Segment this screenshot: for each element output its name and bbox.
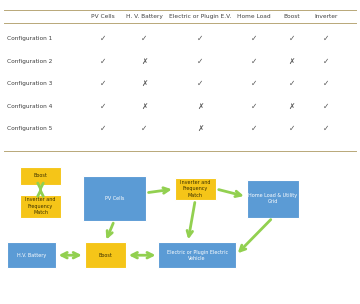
Text: H. V. Battery: H. V. Battery xyxy=(126,14,162,19)
Text: ✓: ✓ xyxy=(323,79,329,88)
Text: Electric or Plugin E.V.: Electric or Plugin E.V. xyxy=(169,14,231,19)
Text: ✓: ✓ xyxy=(197,79,203,88)
Text: Configuration 2: Configuration 2 xyxy=(7,59,53,64)
Bar xyxy=(85,242,126,268)
Text: ✓: ✓ xyxy=(323,124,329,133)
Text: ✓: ✓ xyxy=(251,79,257,88)
Text: ✗: ✗ xyxy=(288,57,295,66)
Text: ✓: ✓ xyxy=(99,79,106,88)
Text: ✗: ✗ xyxy=(141,102,147,111)
Text: Boost: Boost xyxy=(98,253,112,258)
Bar xyxy=(20,195,61,218)
Text: ✓: ✓ xyxy=(323,57,329,66)
Text: ✓: ✓ xyxy=(251,34,257,43)
Text: Electric or Plugin Electric
Vehicle: Electric or Plugin Electric Vehicle xyxy=(167,250,228,261)
Text: Inverter and
Frequency
Match: Inverter and Frequency Match xyxy=(25,197,56,215)
Text: PV Cells: PV Cells xyxy=(105,196,124,201)
Text: ✗: ✗ xyxy=(197,102,203,111)
Text: ✓: ✓ xyxy=(141,34,147,43)
Text: ✓: ✓ xyxy=(99,34,106,43)
Text: ✗: ✗ xyxy=(141,79,147,88)
Text: ✗: ✗ xyxy=(197,124,203,133)
Bar xyxy=(175,178,216,200)
Text: H.V. Battery: H.V. Battery xyxy=(17,253,46,258)
Text: ✓: ✓ xyxy=(141,124,147,133)
Text: Configuration 4: Configuration 4 xyxy=(7,104,53,109)
Bar xyxy=(7,242,56,268)
Bar xyxy=(83,176,146,221)
Text: ✓: ✓ xyxy=(99,124,106,133)
Text: Boost: Boost xyxy=(33,173,48,178)
Text: Configuration 1: Configuration 1 xyxy=(7,36,53,41)
Text: ✓: ✓ xyxy=(323,102,329,111)
Text: Home Load & Utility
Grid: Home Load & Utility Grid xyxy=(248,193,297,204)
Text: ✓: ✓ xyxy=(251,57,257,66)
Text: ✓: ✓ xyxy=(251,124,257,133)
Text: ✓: ✓ xyxy=(99,57,106,66)
Bar xyxy=(20,167,61,185)
Text: ✓: ✓ xyxy=(251,102,257,111)
Text: PV Cells: PV Cells xyxy=(91,14,114,19)
Text: Inverter and
Frequency
Match: Inverter and Frequency Match xyxy=(180,180,211,198)
Text: Boost: Boost xyxy=(283,14,300,19)
Text: ✓: ✓ xyxy=(99,102,106,111)
Text: Configuration 3: Configuration 3 xyxy=(7,81,53,86)
Text: ✓: ✓ xyxy=(197,57,203,66)
Text: Configuration 5: Configuration 5 xyxy=(7,126,53,131)
Text: Home Load: Home Load xyxy=(237,14,271,19)
Text: ✗: ✗ xyxy=(288,102,295,111)
Text: ✓: ✓ xyxy=(197,34,203,43)
Text: ✓: ✓ xyxy=(288,124,295,133)
Bar xyxy=(247,180,299,218)
Bar xyxy=(158,242,236,268)
Text: ✓: ✓ xyxy=(323,34,329,43)
Text: Inverter: Inverter xyxy=(314,14,337,19)
Text: ✗: ✗ xyxy=(141,57,147,66)
Text: ✓: ✓ xyxy=(288,79,295,88)
Text: ✓: ✓ xyxy=(288,34,295,43)
